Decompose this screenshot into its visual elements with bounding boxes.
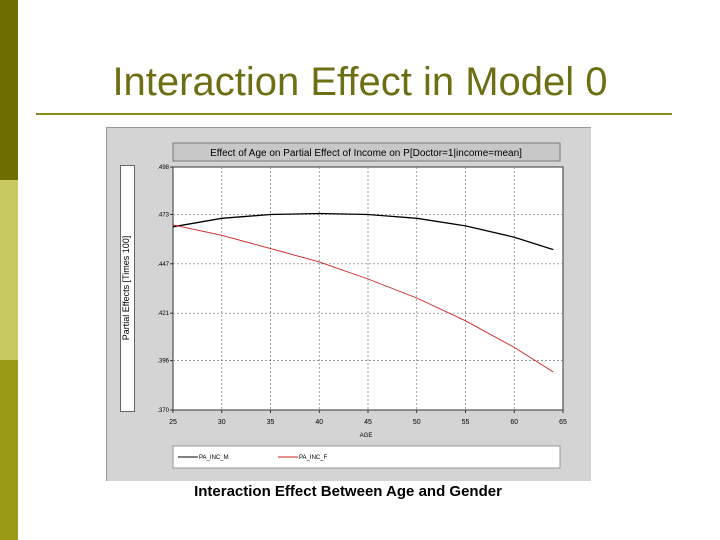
x-tick-label: 25 xyxy=(169,419,177,426)
y-tick-label: .396 xyxy=(157,359,169,365)
series-layer xyxy=(172,212,554,373)
legend-entry: PA_INC_F xyxy=(299,455,328,461)
y-tick-label: .370 xyxy=(157,408,169,414)
legend: PA_INC_M PA_INC_F xyxy=(178,455,328,461)
y-tick-labels: .370 .396 .421 .447 .473 .498 xyxy=(157,165,173,414)
y-tick-label: .473 xyxy=(157,212,169,218)
legend-entry: PA_INC_M xyxy=(199,455,229,461)
y-axis-label-box xyxy=(120,165,135,412)
title-divider xyxy=(36,113,672,115)
x-tick-label: 40 xyxy=(315,419,323,426)
accent-strip-middle xyxy=(0,180,18,360)
x-tick-label: 55 xyxy=(462,419,470,426)
grid-layer xyxy=(173,167,563,410)
x-tick-label: 30 xyxy=(218,419,226,426)
x-tick-labels: 25 30 35 40 45 50 55 60 65 xyxy=(169,410,567,426)
y-tick-label: .421 xyxy=(157,311,169,317)
accent-strip-top xyxy=(0,0,18,180)
chart-title-box xyxy=(172,142,561,162)
x-axis-label: AGE xyxy=(360,433,373,439)
figure-caption: Interaction Effect Between Age and Gende… xyxy=(194,483,502,500)
y-tick-label: .498 xyxy=(157,165,169,171)
legend-box xyxy=(172,445,561,469)
x-tick-label: 50 xyxy=(413,419,421,426)
accent-strip-bottom xyxy=(0,360,18,540)
chart-title: Effect of Age on Partial Effect of Incom… xyxy=(210,148,522,159)
y-tick-label: .447 xyxy=(157,262,169,268)
series-line-pa-inc-f xyxy=(172,224,554,373)
series-line-pa-inc-m xyxy=(172,212,554,251)
x-tick-label: 45 xyxy=(364,419,372,426)
x-tick-label: 65 xyxy=(559,419,567,426)
x-tick-label: 35 xyxy=(267,419,275,426)
slide-title: Interaction Effect in Model 0 xyxy=(112,60,608,104)
x-tick-label: 60 xyxy=(510,419,518,426)
